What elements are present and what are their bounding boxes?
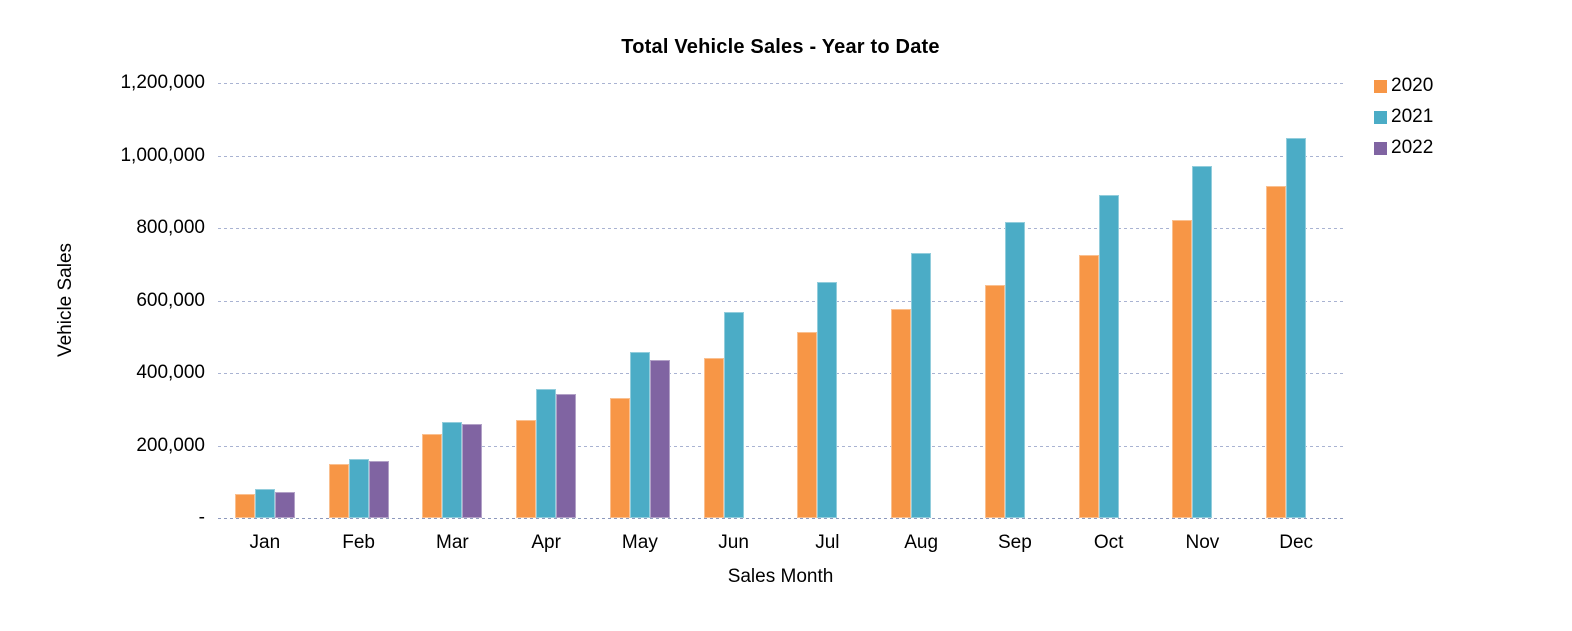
bar-group-feb [312,83,406,518]
bar-2020-jul [797,332,818,518]
x-tick-label-sep: Sep [997,532,1032,553]
x-tick-label-nov: Nov [1185,532,1220,553]
bar-group-jun [687,83,781,518]
bar-2020-apr [516,420,537,518]
y-tick-label-1,000,000: 1,000,000 [120,144,205,166]
bar-2021-dec [1286,137,1307,518]
legend-swatch-2020 [1374,79,1387,93]
legend-item-2021: 2021 [1374,107,1433,127]
x-tick-label-jun: Jun [718,532,749,553]
bar-group-jan [218,83,312,518]
x-tick-label-aug: Aug [904,532,939,553]
bar-2021-nov [1192,166,1213,518]
x-tick-label-mar: Mar [436,532,469,553]
bar-2022-mar [462,423,483,518]
bar-2020-may [609,398,630,518]
bar-2021-jan [254,489,275,518]
bar-2021-oct [1098,195,1119,518]
x-tick-label-may: May [621,532,658,553]
bar-group-jul [781,83,875,518]
gridline-1,200,000 [218,83,1343,84]
legend-item-2022: 2022 [1374,138,1433,158]
y-tick-label-1,200,000: 1,200,000 [120,72,205,93]
x-axis-tick-labels: Jan Feb Mar Apr May Jun Jul Aug Sep Oct Nov Dec [218,532,1343,554]
legend-swatch-2021 [1374,110,1387,124]
gridline-400,000 [218,373,1343,374]
y-tick-label-200,000: 200,000 [136,434,205,456]
bar-2020-nov [1172,220,1193,518]
x-tick-label-dec: Dec [1279,532,1314,553]
bar-2020-aug [891,308,912,518]
bar-2020-mar [422,433,443,518]
bar-2022-may [649,359,670,518]
bar-2022-feb [368,460,389,518]
bar-group-apr [499,83,593,518]
chart-title: Total Vehicle Sales - Year to Date [621,36,940,58]
gridline-800,000 [218,228,1343,229]
bar-group-sep [968,83,1062,518]
gridline-1,000,000 [218,155,1343,157]
y-tick-label--: - [198,507,205,528]
legend-item-2020: 2020 [1374,76,1433,96]
legend-label-2021: 2021 [1391,106,1434,127]
legend-swatch-2022 [1374,141,1387,155]
x-tick-label-feb: Feb [342,532,375,553]
x-tick-label-apr: Apr [531,532,561,553]
legend-label-2020: 2020 [1391,75,1434,96]
bar-group-dec [1249,83,1343,518]
x-tick-label-oct: Oct [1093,532,1124,553]
bar-2020-jun [703,358,724,518]
bar-group-nov [1156,83,1250,518]
plot-area [218,83,1343,519]
legend-label-2022: 2022 [1391,137,1434,158]
bar-2021-apr [536,389,557,518]
bar-group-may [593,83,687,518]
legend: 2020 2021 2022 [1374,76,1433,158]
bar-2020-oct [1078,255,1099,518]
gridline-200,000 [218,445,1343,447]
bar-2022-apr [556,394,577,518]
y-tick-label-600,000: 600,000 [136,289,205,311]
x-axis-title: Sales Month [727,566,834,587]
y-tick-label-800,000: 800,000 [136,217,205,238]
bar-group-oct [1062,83,1156,518]
bar-group-mar [406,83,500,518]
bar-2021-jun [723,312,744,518]
gridline-600,000 [218,300,1343,302]
bar-2020-sep [984,285,1005,518]
y-tick-label-400,000: 400,000 [136,362,205,383]
bar-2021-sep [1004,221,1025,518]
bar-2021-may [629,352,650,518]
x-axis-line [218,518,1343,519]
bar-2020-feb [328,464,349,518]
x-tick-label-jul: Jul [815,532,840,553]
bar-2021-aug [911,252,932,518]
bar-2020-jan [234,493,255,518]
bar-2021-feb [348,458,369,518]
bar-group-aug [874,83,968,518]
bar-2020-dec [1266,185,1287,518]
bar-2021-jul [817,282,838,518]
y-axis-tick-labels: - 200,000 400,000 600,000 800,000 1,000,000 1,… [58,0,205,631]
bar-2021-mar [442,422,463,518]
bar-2022-jan [274,491,295,518]
x-tick-label-jan: Jan [249,532,281,553]
bar-groups [218,83,1343,518]
